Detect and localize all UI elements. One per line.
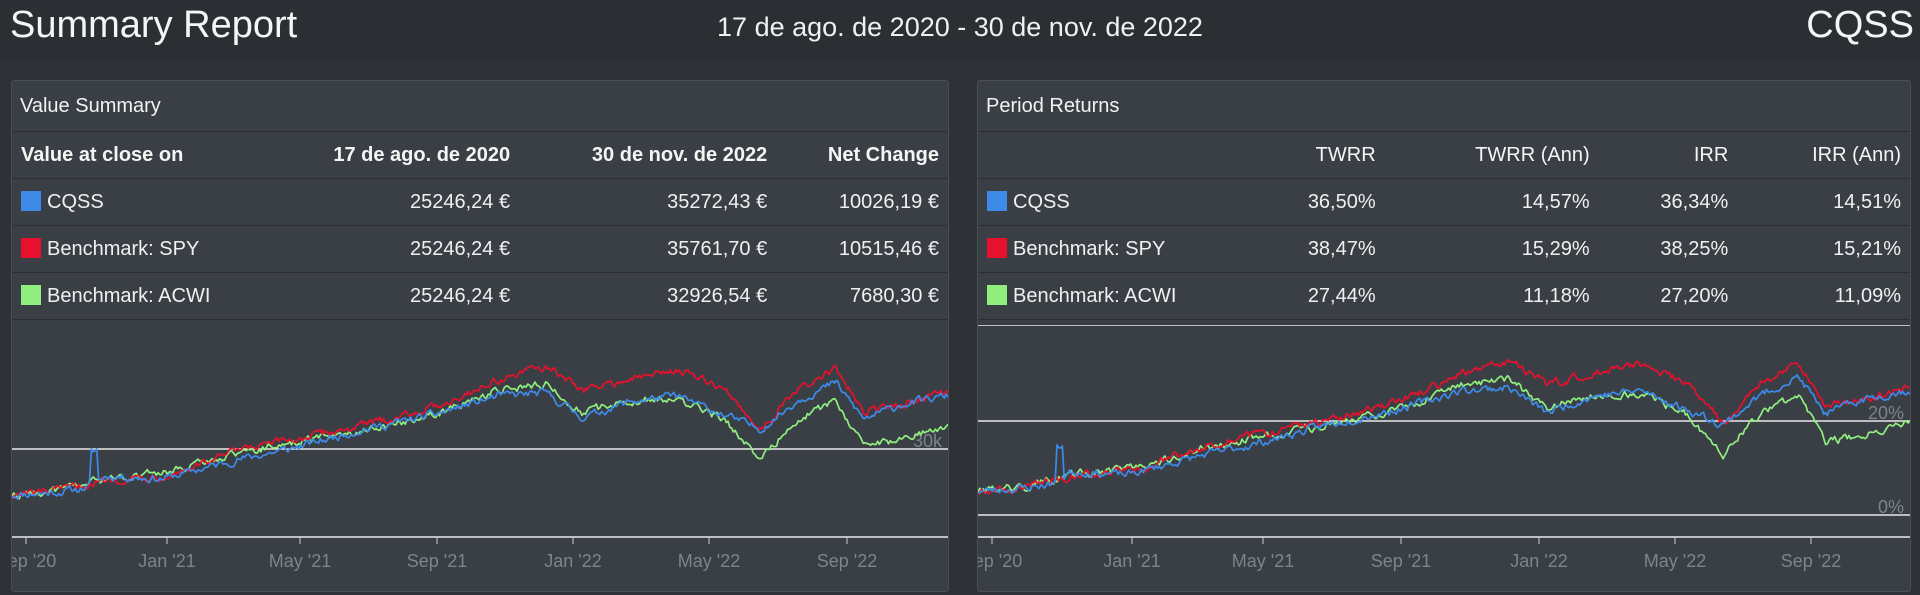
x-tick-label: Sep '22 [817, 551, 878, 571]
series-name-cell: CQSS [978, 178, 1246, 226]
x-tick-label: Sep '22 [1781, 551, 1842, 571]
table-row: Benchmark: ACWI 25246,24 € 32926,54 € 76… [12, 272, 948, 320]
series-line-acwi [978, 374, 1910, 494]
series-line-acwi [12, 380, 948, 500]
period-returns-panel: Period Returns TWRR TWRR (Ann) IRR IRR (… [977, 80, 1911, 592]
column-header [978, 132, 1246, 179]
series-color-swatch [21, 284, 41, 305]
irr-value: 36,34% [1598, 178, 1738, 226]
series-label: Benchmark: SPY [47, 237, 200, 260]
x-tick-label: Sep '21 [1371, 551, 1432, 571]
start-value: 25246,24 € [260, 272, 520, 320]
irr-value: 27,20% [1598, 272, 1738, 320]
series-label: Benchmark: ACWI [1013, 284, 1177, 307]
series-label: Benchmark: SPY [1013, 237, 1166, 260]
series-name-cell: Benchmark: SPY [978, 225, 1246, 273]
series-color-swatch [21, 190, 41, 211]
x-tick-label: Sep '20 [12, 551, 56, 571]
irr-ann-value: 15,21% [1737, 225, 1910, 273]
net-change: 10515,46 € [776, 225, 948, 273]
series-line-cqss [12, 379, 948, 500]
y-tick-label: 30k [913, 431, 943, 451]
column-header: IRR (Ann) [1737, 132, 1910, 179]
y-tick-label: 20% [1868, 403, 1904, 423]
column-header: 17 de ago. de 2020 [260, 132, 520, 179]
irr-value: 38,25% [1598, 225, 1738, 273]
twrr-value: 38,47% [1246, 225, 1385, 273]
twrr-ann-value: 14,57% [1384, 178, 1599, 226]
start-value: 25246,24 € [260, 178, 520, 226]
x-tick-label: Sep '20 [978, 551, 1022, 571]
series-name-cell: Benchmark: SPY [12, 225, 260, 273]
table-row: Benchmark: SPY 25246,24 € 35761,70 € 105… [12, 225, 948, 273]
x-tick-label: May '22 [1644, 551, 1706, 571]
start-value: 25246,24 € [260, 225, 520, 273]
series-line-spy [12, 364, 948, 500]
x-tick-label: Jan '22 [1510, 551, 1567, 571]
value-chart: Sep '20 Jan '21 May '21 Sep '21 Jan '22 May '… [12, 327, 948, 591]
page-title: Summary Report [10, 4, 298, 46]
twrr-value: 27,44% [1246, 272, 1385, 320]
series-label: Benchmark: ACWI [47, 284, 211, 307]
column-header: TWRR (Ann) [1384, 132, 1599, 179]
end-value: 35272,43 € [519, 178, 777, 226]
x-tick-label: Jan '22 [544, 551, 601, 571]
series-label: CQSS [1013, 190, 1070, 213]
irr-ann-value: 11,09% [1737, 272, 1910, 320]
end-value: 35761,70 € [519, 225, 777, 273]
twrr-ann-value: 11,18% [1384, 272, 1599, 320]
table-row: Benchmark: ACWI 27,44% 11,18% 27,20% 11,… [978, 272, 1910, 320]
column-header: TWRR [1246, 132, 1385, 179]
y-tick-label: 0% [1878, 497, 1904, 517]
x-tick-label: Jan '21 [1103, 551, 1160, 571]
x-tick-label: Jan '21 [138, 551, 195, 571]
series-label: CQSS [47, 190, 104, 213]
x-tick-label: May '21 [269, 551, 331, 571]
twrr-value: 36,50% [1246, 178, 1385, 226]
column-header: IRR [1598, 132, 1738, 179]
value-summary-title: Value Summary [12, 81, 948, 132]
twrr-ann-value: 15,29% [1384, 225, 1599, 273]
date-range: 17 de ago. de 2020 - 30 de nov. de 2022 [717, 12, 1203, 42]
value-summary-panel: Value Summary Value at close on 17 de ag… [11, 80, 949, 592]
report-header: Summary Report 17 de ago. de 2020 - 30 d… [0, 0, 1920, 62]
series-color-swatch [987, 284, 1007, 305]
net-change: 10026,19 € [776, 178, 948, 226]
value-chart-svg: Sep '20 Jan '21 May '21 Sep '21 Jan '22 May '… [12, 364, 948, 571]
returns-chart: Sep '20 Jan '21 May '21 Sep '21 Jan '22 May '… [978, 324, 1910, 591]
series-name-cell: Benchmark: ACWI [978, 272, 1246, 320]
column-header: Net Change [776, 132, 948, 179]
series-color-swatch [21, 237, 41, 258]
x-tick-label: May '21 [1232, 551, 1294, 571]
column-header: Value at close on [12, 132, 260, 179]
series-line-cqss [978, 374, 1910, 494]
column-header: 30 de nov. de 2022 [519, 132, 777, 179]
series-name-cell: Benchmark: ACWI [12, 272, 260, 320]
returns-chart-svg: Sep '20 Jan '21 May '21 Sep '21 Jan '22 May '… [978, 324, 1910, 571]
x-tick-label: May '22 [678, 551, 740, 571]
table-row: CQSS 25246,24 € 35272,43 € 10026,19 € [12, 178, 948, 226]
period-returns-title: Period Returns [978, 81, 1910, 132]
table-row: Benchmark: SPY 38,47% 15,29% 38,25% 15,2… [978, 225, 1910, 273]
series-color-swatch [987, 190, 1007, 211]
net-change: 7680,30 € [776, 272, 948, 320]
series-color-swatch [987, 237, 1007, 258]
table-header-row: Value at close on 17 de ago. de 2020 30 … [12, 132, 948, 179]
portfolio-ticker: CQSS [1806, 4, 1914, 46]
irr-ann-value: 14,51% [1737, 178, 1910, 226]
value-summary-table: Value at close on 17 de ago. de 2020 30 … [12, 132, 948, 320]
end-value: 32926,54 € [519, 272, 777, 320]
period-returns-table: TWRR TWRR (Ann) IRR IRR (Ann) CQSS 36,50… [978, 132, 1910, 320]
series-name-cell: CQSS [12, 178, 260, 226]
table-header-row: TWRR TWRR (Ann) IRR IRR (Ann) [978, 132, 1910, 179]
x-tick-label: Sep '21 [407, 551, 468, 571]
table-row: CQSS 36,50% 14,57% 36,34% 14,51% [978, 178, 1910, 226]
